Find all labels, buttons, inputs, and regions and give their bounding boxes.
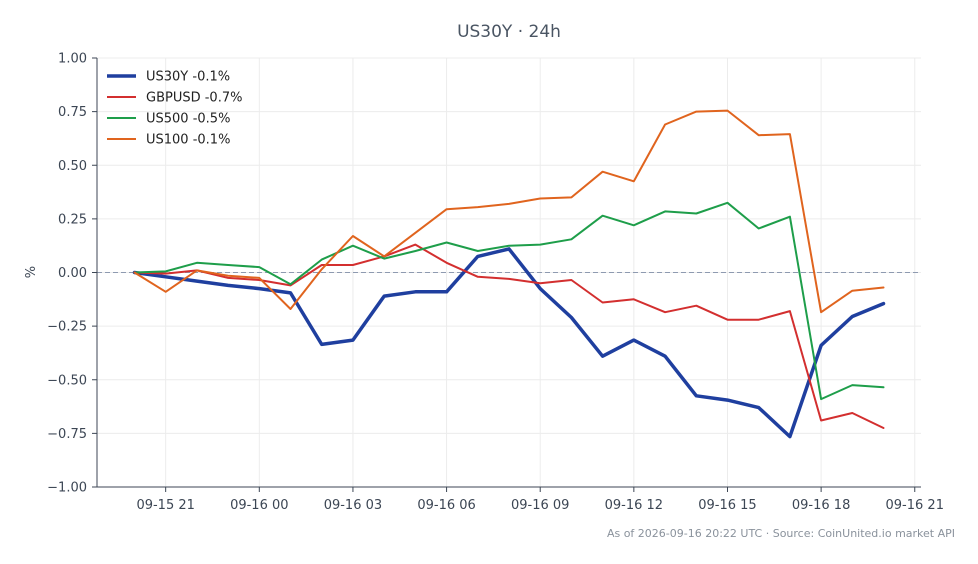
- y-tick-label-7: −0.75: [47, 427, 87, 442]
- y-tick-label-0: 1.00: [58, 52, 87, 67]
- series-line-2: [133, 201, 885, 401]
- x-tick-label-1: 09-16 00: [230, 498, 288, 513]
- y-axis-label: %: [24, 266, 39, 278]
- x-tick-label-0: 09-15 21: [136, 498, 194, 513]
- footer-source: As of 2026-09-16 20:22 UTC · Source: Coi…: [607, 527, 955, 540]
- chart-title: US30Y · 24h: [457, 22, 561, 42]
- x-tick-label-5: 09-16 12: [605, 498, 663, 513]
- y-tick-label-6: −0.50: [47, 373, 87, 388]
- series-line-1: [133, 243, 885, 429]
- y-tick-label-8: −1.00: [47, 481, 87, 496]
- y-tick-label-3: 0.25: [58, 212, 87, 227]
- legend-label-0: US30Y -0.1%: [146, 70, 230, 85]
- x-tick-label-6: 09-16 15: [698, 498, 756, 513]
- x-tick-label-2: 09-16 03: [324, 498, 382, 513]
- y-tick-label-1: 0.75: [58, 105, 87, 120]
- series-line-3: [133, 109, 885, 314]
- x-tick-label-3: 09-16 06: [417, 498, 475, 513]
- y-tick-label-2: 0.50: [58, 159, 87, 174]
- x-axis-ticks: 09-15 21 09-16 00 09-16 03 09-16 06 09-16 09…: [136, 487, 944, 513]
- x-tick-label-4: 09-16 09: [511, 498, 569, 513]
- series-lines: [132, 109, 886, 439]
- x-tick-label-8: 09-16 21: [886, 498, 944, 513]
- legend-label-1: GBPUSD -0.7%: [146, 91, 242, 106]
- legend: US30Y -0.1% GBPUSD -0.7% US500 -0.5% US100 …: [107, 70, 242, 148]
- legend-label-2: US500 -0.5%: [146, 112, 230, 127]
- series-line-0: [132, 247, 886, 439]
- y-axis-ticks: 1.00 0.75 0.50 0.25 0.00 −0.25 −0.50 −0.75 −1.00: [47, 52, 97, 496]
- legend-label-3: US100 -0.1%: [146, 133, 230, 148]
- y-tick-label-4: 0.00: [58, 266, 87, 281]
- y-tick-label-5: −0.25: [47, 320, 87, 335]
- x-tick-label-7: 09-16 18: [792, 498, 850, 513]
